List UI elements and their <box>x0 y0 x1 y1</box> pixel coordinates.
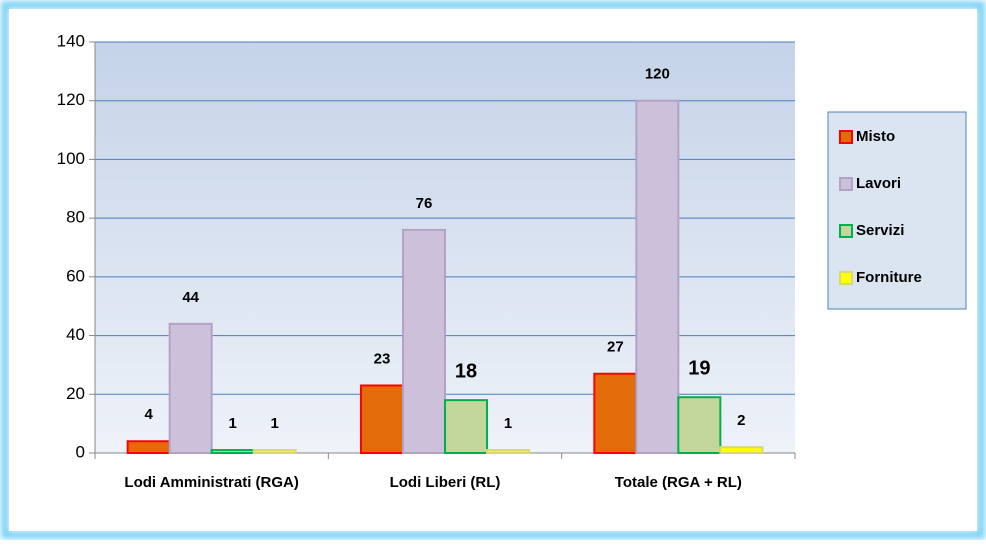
bar <box>210 449 255 455</box>
bar <box>635 99 680 454</box>
data-label: 18 <box>455 360 477 382</box>
data-label: 27 <box>607 339 624 356</box>
data-label: 76 <box>416 195 433 212</box>
data-label: 1 <box>270 415 278 432</box>
y-tick-label: 0 <box>76 442 85 461</box>
bar <box>719 446 764 454</box>
bar <box>168 322 213 455</box>
x-tick-label-box: Lodi Amministrati (RGA) <box>124 474 299 491</box>
bar <box>252 449 297 455</box>
legend-label: Misto <box>856 128 895 145</box>
bar <box>402 228 446 454</box>
legend-swatch <box>839 130 853 144</box>
bar <box>593 372 638 454</box>
bar <box>126 440 171 454</box>
data-label: 23 <box>374 350 391 367</box>
legend-label: Lavori <box>856 175 901 192</box>
y-tick-label: 80 <box>66 208 85 227</box>
x-tick-label: Lodi Liberi (RL) <box>389 474 501 491</box>
bar <box>444 399 488 454</box>
data-label: 2 <box>737 412 745 429</box>
data-label: 120 <box>645 66 670 83</box>
bar <box>677 396 722 455</box>
data-label: 4 <box>144 406 153 423</box>
legend-swatch <box>839 177 853 191</box>
data-label: 1 <box>504 415 512 432</box>
bar <box>486 449 530 455</box>
y-tick-label: 140 <box>57 31 85 50</box>
x-tick-label: Lodi Amministrati (RGA) <box>124 474 299 491</box>
legend-label: Forniture <box>856 269 922 286</box>
x-tick-label-box: Totale (RGA + RL) <box>614 474 742 491</box>
x-tick-label: Totale (RGA + RL) <box>614 474 742 491</box>
y-tick-label: 100 <box>57 149 85 168</box>
legend-swatch <box>839 224 853 238</box>
legend-swatch <box>839 271 853 285</box>
data-label: 1 <box>228 415 236 432</box>
bar <box>360 384 404 455</box>
legend-label: Servizi <box>856 222 904 239</box>
y-tick-label: 40 <box>66 325 85 344</box>
y-tick-label: 20 <box>66 384 85 403</box>
y-tick-label: 120 <box>57 90 85 109</box>
y-tick-label: 60 <box>66 266 85 285</box>
data-label: 19 <box>688 358 710 380</box>
data-label: 44 <box>182 289 199 306</box>
x-tick-label-box: Lodi Liberi (RL) <box>389 474 501 491</box>
